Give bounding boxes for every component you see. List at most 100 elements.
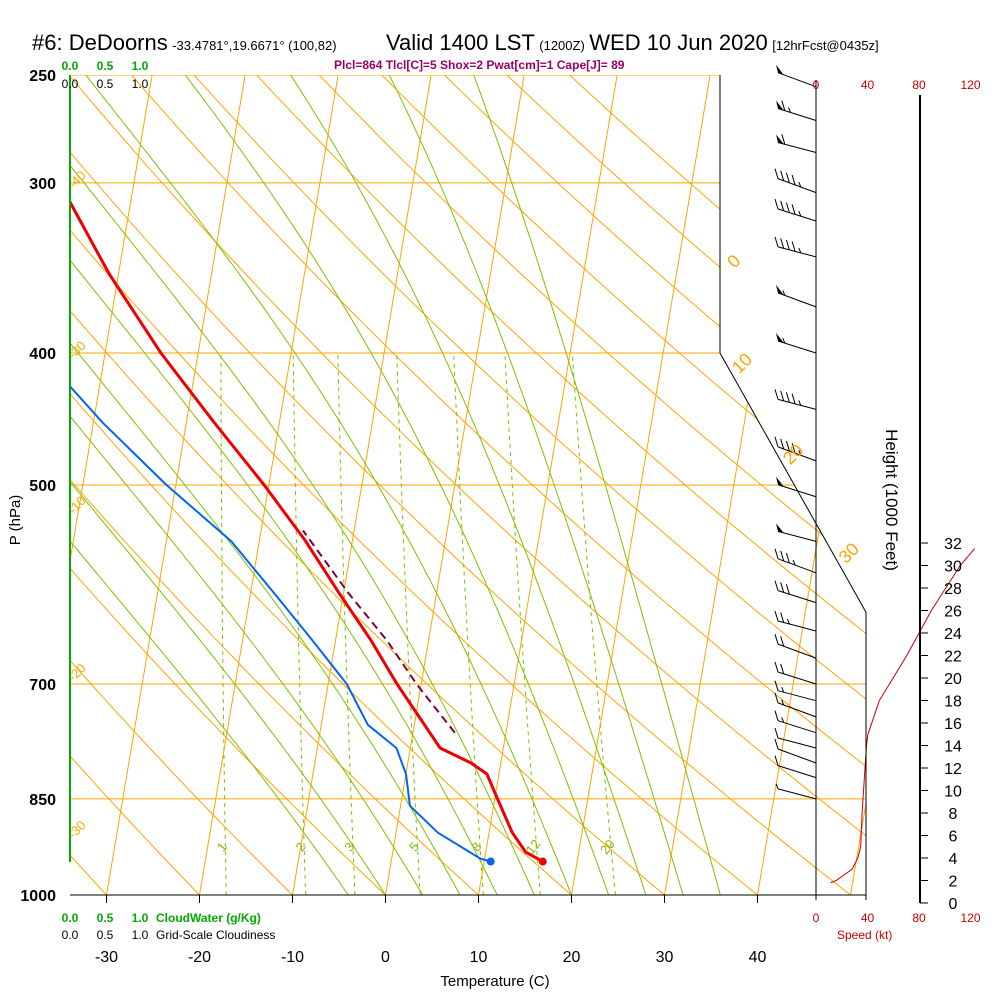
station-coords: -33.4781°,19.6671° (100,82) (172, 38, 337, 53)
wind-barb-staff (777, 246, 817, 258)
wind-barb (774, 389, 817, 410)
wind-barb-staff (777, 178, 817, 194)
moist-adiabat-line (70, 75, 386, 895)
moist-adiabat-line (184, 75, 610, 895)
wind-barb (774, 168, 817, 194)
pressure-tick-label: 1000 (20, 888, 56, 905)
wind-barb-full (791, 174, 796, 186)
wind-barb-staff (777, 643, 817, 659)
isotherm-label: -40 (65, 168, 89, 192)
wind-barb-half (798, 181, 802, 188)
height-tick-label: 16 (944, 716, 962, 733)
wind-barb-full (774, 710, 779, 721)
wind-barb-staff (777, 590, 817, 604)
wind-barb-full (774, 236, 779, 248)
cloud-water-scale-top: 1.0 (132, 59, 149, 73)
cloudiness-scale-bottom: 0.5 (97, 928, 114, 942)
wind-barb-full (785, 584, 790, 595)
wind-barb-full (774, 661, 779, 673)
cloud-water-scale-bottom: 0.0 (62, 911, 79, 925)
wind-barb-half (798, 247, 802, 254)
dry-adiabat-line (481, 75, 866, 895)
wind-barb-full (781, 134, 786, 145)
wind-barb-half (782, 290, 786, 296)
height-tick-label: 4 (949, 851, 958, 868)
dry-adiabat-line (70, 75, 511, 895)
wind-barb-half (782, 337, 786, 344)
height-tick-label: 20 (944, 671, 962, 688)
wind-barb (776, 523, 817, 542)
surface-dewpoint-dot (486, 857, 495, 866)
wind-barb-full (780, 200, 785, 211)
mixing-ratio-label: 3 (341, 839, 357, 854)
wind-layer (774, 64, 975, 884)
isotherm-label: -30 (65, 338, 89, 362)
wind-barb-full (774, 389, 779, 400)
speed-tick-bottom: 40 (861, 911, 875, 925)
grid-layer (70, 75, 866, 895)
wind-barb (776, 284, 817, 308)
wind-barb-full (780, 438, 785, 450)
isotherm-line (199, 75, 339, 895)
cloudiness-scale-top: 0.5 (97, 77, 114, 91)
wind-barb-full (780, 663, 785, 674)
dry-adiabat-line (70, 75, 606, 895)
surface-temperature-dot (538, 857, 547, 866)
isotherm-line (385, 75, 525, 895)
mixing-ratio-line (571, 352, 616, 895)
isotherm-line (478, 75, 618, 895)
dewpoint-line (70, 75, 491, 863)
mixing-ratio-line (292, 352, 307, 895)
moist-adiabat-line (70, 75, 349, 895)
dry-adiabat-line (70, 75, 417, 895)
wind-barb-flag (776, 134, 784, 145)
speed-tick-top: 80 (912, 78, 926, 92)
pressure-tick-label: 300 (29, 176, 56, 193)
dry-adiabat-line (70, 75, 700, 895)
wind-barb-half (798, 450, 802, 456)
mixing-ratio-label: 2 (293, 839, 309, 854)
pressure-tick-label: 850 (29, 792, 56, 809)
height-tick-label: 0 (949, 896, 958, 913)
wind-barb-full (785, 440, 790, 452)
wind-barb-full (774, 436, 779, 447)
wind-barb-full (780, 390, 785, 402)
height-tick-label: 18 (944, 694, 962, 711)
mixing-ratio-line (396, 352, 421, 895)
wind-barb (774, 710, 817, 734)
wind-barb-flag (776, 476, 784, 487)
wind-barb-staff (777, 765, 817, 779)
wind-barb-full (785, 552, 790, 564)
dry-adiabat-line (234, 75, 866, 895)
wind-barb (774, 680, 817, 702)
cloudiness-label: Grid-Scale Cloudiness (156, 928, 275, 942)
height-tick-label: 26 (944, 604, 962, 621)
wind-barb (774, 198, 817, 222)
wind-barb-full (785, 202, 790, 213)
parcel-line (302, 529, 456, 734)
isotherm-label: -30 (65, 818, 89, 842)
temperature-tick-label: -10 (281, 949, 304, 966)
isotherm-label: 0 (723, 251, 744, 272)
wind-barb-half (792, 559, 796, 566)
temperature-tick-label: -30 (95, 949, 118, 966)
isotherm-label: 20 (779, 440, 807, 468)
wind-barb-staff (777, 558, 817, 574)
wind-barb-staff (777, 748, 817, 764)
isotherm-label: 10 (728, 349, 756, 377)
moist-adiabat-line (388, 75, 684, 895)
cloudiness-scale-bottom: 1.0 (132, 928, 149, 942)
height-tick-label: 28 (944, 581, 962, 598)
temperature-line (70, 75, 544, 863)
wind-barb-full (774, 692, 779, 704)
height-tick-label: 32 (944, 536, 962, 553)
wind-barb-staff (777, 737, 817, 749)
wind-barb (774, 633, 817, 659)
wind-barb-full (774, 755, 779, 766)
profiles-layer (70, 75, 547, 866)
isotherm-line (292, 75, 432, 895)
diagram-right-boundary (719, 75, 867, 895)
height-tick-label: 24 (944, 626, 962, 643)
valid-date: WED 10 Jun 2020 (589, 30, 768, 55)
temperature-tick-label: -20 (188, 949, 211, 966)
